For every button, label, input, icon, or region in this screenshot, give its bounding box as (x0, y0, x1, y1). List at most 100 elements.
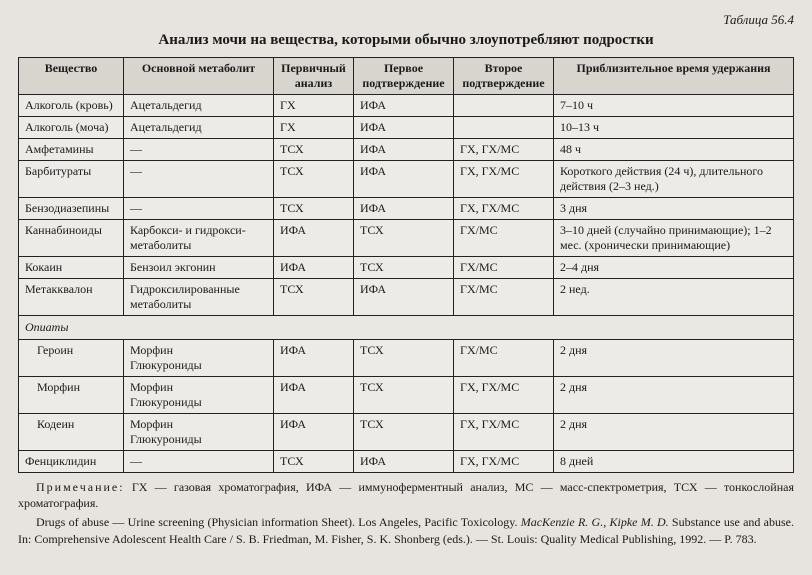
cell-confirm2: ГХ, ГХ/МС (454, 139, 554, 161)
cell-substance: Каннабиноиды (19, 220, 124, 257)
cell-primary: ТСХ (274, 279, 354, 316)
cell-substance: Морфин (19, 377, 124, 414)
note-label: Примечание: (36, 480, 125, 494)
cell-retention: 2 дня (554, 377, 794, 414)
cell-metabolite: Гидроксилированные метаболиты (124, 279, 274, 316)
cell-substance: Героин (19, 340, 124, 377)
col-substance: Вещество (19, 58, 124, 95)
cell-primary: ГХ (274, 95, 354, 117)
cell-metabolite: Карбокси- и гидрокси­метаболиты (124, 220, 274, 257)
header-row: Вещество Основной метаболит Первичный ан… (19, 58, 794, 95)
cell-retention: 48 ч (554, 139, 794, 161)
cell-retention: 2 нед. (554, 279, 794, 316)
cell-metabolite: Ацетальдегид (124, 117, 274, 139)
table-row: МорфинМорфинГлюкуронидыИФАТСХГХ, ГХ/МС2 … (19, 377, 794, 414)
cell-metabolite: — (124, 198, 274, 220)
table-row: Бензодиазепины—ТСХИФАГХ, ГХ/МС3 дня (19, 198, 794, 220)
cell-confirm1: ТСХ (354, 377, 454, 414)
cell-confirm1: ИФА (354, 117, 454, 139)
cell-confirm1: ТСХ (354, 220, 454, 257)
table-row: КодеинМорфинГлюкуронидыИФАТСХГХ, ГХ/МС2 … (19, 414, 794, 451)
col-primary: Первичный анализ (274, 58, 354, 95)
col-confirm1: Первое подтверждение (354, 58, 454, 95)
cell-primary: ИФА (274, 220, 354, 257)
cell-confirm2 (454, 95, 554, 117)
table-row: Барбитураты—ТСХИФАГХ, ГХ/МСКороткого дей… (19, 161, 794, 198)
cell-confirm1: ИФА (354, 451, 454, 473)
cell-confirm2: ГХ, ГХ/МС (454, 414, 554, 451)
cell-confirm2: ГХ, ГХ/МС (454, 377, 554, 414)
table-row: Алкоголь (моча)АцетальдегидГХИФА 10–13 ч (19, 117, 794, 139)
section-label: Опиаты (19, 316, 794, 340)
cell-confirm1: ИФА (354, 198, 454, 220)
col-retention: Приблизительное время удержания (554, 58, 794, 95)
cell-primary: ИФА (274, 414, 354, 451)
substance-table: Вещество Основной метаболит Первичный ан… (18, 57, 794, 473)
col-confirm2: Второе подтверждение (454, 58, 554, 95)
cell-primary: ТСХ (274, 139, 354, 161)
cell-retention: 8 дней (554, 451, 794, 473)
cell-metabolite: МорфинГлюкурониды (124, 414, 274, 451)
cell-retention: 10–13 ч (554, 117, 794, 139)
cell-substance: Фенциклидин (19, 451, 124, 473)
cell-retention: 2 дня (554, 414, 794, 451)
table-number: Таблица 56.4 (18, 12, 794, 28)
table-row: КокаинБензоил экгонинИФАТСХГХ/МС2–4 дня (19, 257, 794, 279)
cell-confirm1: ИФА (354, 279, 454, 316)
cell-metabolite: — (124, 451, 274, 473)
table-row: Алкоголь (кровь)АцетальдегидГХИФА7–10 ч (19, 95, 794, 117)
cell-metabolite: МорфинГлюкурониды (124, 340, 274, 377)
cell-confirm2: ГХ, ГХ/МС (454, 451, 554, 473)
cell-substance: Барбитураты (19, 161, 124, 198)
cell-confirm2: ГХ/МС (454, 340, 554, 377)
cell-metabolite: — (124, 139, 274, 161)
cell-primary: ТСХ (274, 198, 354, 220)
reference-authors: MacKenzie R. G., Kipke M. D. (521, 515, 669, 529)
cell-confirm1: ТСХ (354, 257, 454, 279)
cell-substance: Алкоголь (кровь) (19, 95, 124, 117)
table-row: ГероинМорфинГлюкуронидыИФАТСХГХ/МС2 дня (19, 340, 794, 377)
cell-substance: Амфетамины (19, 139, 124, 161)
cell-confirm2: ГХ/МС (454, 220, 554, 257)
cell-metabolite: Бензоил экгонин (124, 257, 274, 279)
table-row: МетакквалонГидроксилированные метаболиты… (19, 279, 794, 316)
table-row: КаннабиноидыКарбокси- и гидрокси­метабол… (19, 220, 794, 257)
cell-confirm2: ГХ, ГХ/МС (454, 198, 554, 220)
cell-retention: 2–4 дня (554, 257, 794, 279)
cell-confirm2: ГХ, ГХ/МС (454, 161, 554, 198)
cell-metabolite: МорфинГлюкурониды (124, 377, 274, 414)
cell-primary: ТСХ (274, 161, 354, 198)
cell-primary: ТСХ (274, 451, 354, 473)
cell-confirm1: ТСХ (354, 414, 454, 451)
table-row: Амфетамины—ТСХИФАГХ, ГХ/МС48 ч (19, 139, 794, 161)
cell-primary: ИФА (274, 340, 354, 377)
cell-retention: Короткого действия (24 ч), дли­тельного … (554, 161, 794, 198)
cell-retention: 2 дня (554, 340, 794, 377)
notes-block: Примечание: ГХ — газовая хроматография, … (18, 479, 794, 547)
note-body: ГХ — газовая хроматография, ИФА — иммуно… (18, 480, 794, 510)
cell-substance: Кокаин (19, 257, 124, 279)
col-metabolite: Основной метаболит (124, 58, 274, 95)
cell-substance: Бензодиазепины (19, 198, 124, 220)
reference-1: Drugs of abuse — Urine screening (Physic… (36, 515, 521, 529)
cell-retention: 3–10 дней (случайно принимаю­щие); 1–2 м… (554, 220, 794, 257)
cell-confirm2 (454, 117, 554, 139)
cell-substance: Алкоголь (моча) (19, 117, 124, 139)
cell-confirm2: ГХ/МС (454, 279, 554, 316)
cell-confirm1: ИФА (354, 139, 454, 161)
cell-confirm1: ИФА (354, 161, 454, 198)
cell-primary: ИФА (274, 257, 354, 279)
cell-primary: ГХ (274, 117, 354, 139)
cell-confirm1: ТСХ (354, 340, 454, 377)
cell-confirm2: ГХ/МС (454, 257, 554, 279)
table-row: Фенциклидин—ТСХИФАГХ, ГХ/МС8 дней (19, 451, 794, 473)
cell-confirm1: ИФА (354, 95, 454, 117)
cell-substance: Метакквалон (19, 279, 124, 316)
cell-metabolite: — (124, 161, 274, 198)
section-row-opiates: Опиаты (19, 316, 794, 340)
cell-retention: 7–10 ч (554, 95, 794, 117)
cell-primary: ИФА (274, 377, 354, 414)
cell-retention: 3 дня (554, 198, 794, 220)
cell-substance: Кодеин (19, 414, 124, 451)
table-title: Анализ мочи на вещества, которыми обычно… (18, 32, 794, 49)
